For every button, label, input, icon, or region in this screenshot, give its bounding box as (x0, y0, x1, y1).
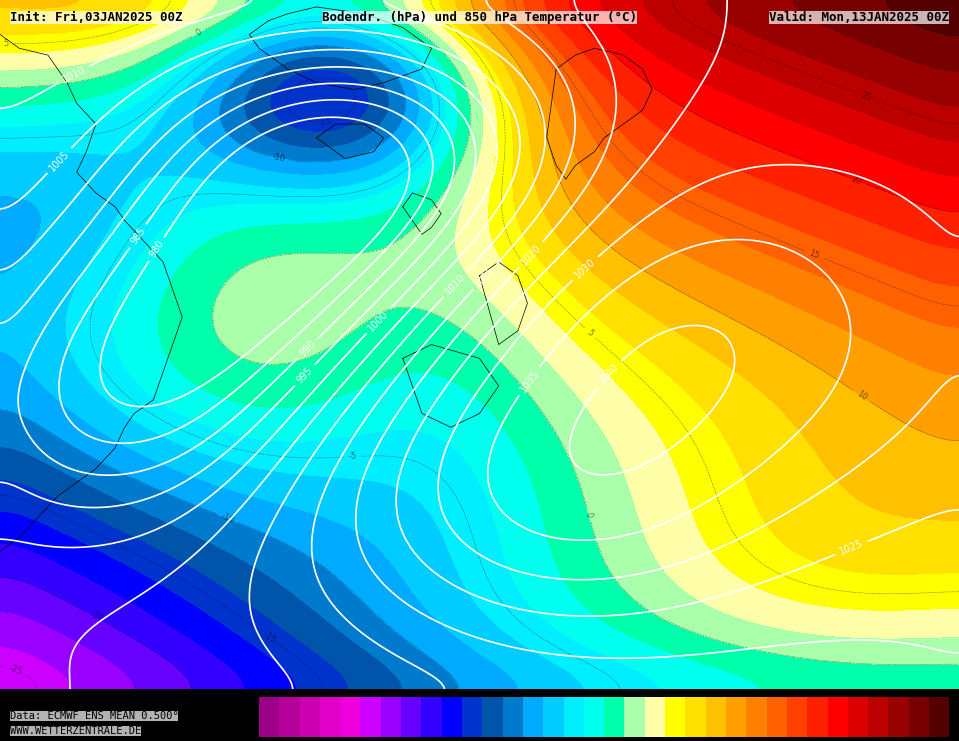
Bar (787, 697, 807, 737)
Bar (401, 697, 421, 737)
Bar (584, 697, 604, 737)
Text: 30: 30 (904, 16, 918, 29)
Text: 0: 0 (195, 27, 203, 38)
Text: -10: -10 (271, 153, 287, 165)
Bar (848, 697, 868, 737)
Bar (462, 697, 482, 737)
Text: Valid: Mon,13JAN2025 00Z: Valid: Mon,13JAN2025 00Z (769, 11, 949, 24)
Bar (279, 697, 299, 737)
Bar (828, 697, 848, 737)
Text: 1030: 1030 (573, 256, 597, 280)
Text: 1000: 1000 (366, 309, 390, 333)
Bar (564, 697, 584, 737)
Bar (299, 697, 320, 737)
Bar (543, 697, 564, 737)
Text: 995: 995 (294, 365, 315, 385)
Text: 5: 5 (4, 39, 9, 48)
Text: WWW.WETTERZENTRALE.DE: WWW.WETTERZENTRALE.DE (10, 726, 141, 736)
Text: 1035: 1035 (518, 368, 541, 393)
Text: -15: -15 (261, 630, 277, 645)
Bar (604, 697, 624, 737)
Bar (259, 697, 279, 737)
Bar (666, 697, 686, 737)
Bar (421, 697, 442, 737)
Text: 10: 10 (854, 389, 868, 402)
Text: 25: 25 (859, 90, 873, 102)
Bar (726, 697, 746, 737)
Bar (381, 697, 401, 737)
Text: 1010: 1010 (443, 272, 467, 296)
Text: 1025: 1025 (838, 539, 865, 557)
Text: Data: ECMWF ENS MEAN 0.500°: Data: ECMWF ENS MEAN 0.500° (10, 711, 178, 721)
Bar (340, 697, 361, 737)
Bar (361, 697, 381, 737)
Text: -25: -25 (8, 663, 24, 677)
Bar (503, 697, 523, 737)
Text: 1015: 1015 (473, 265, 497, 289)
Text: 0: 0 (584, 511, 594, 519)
Text: 1005: 1005 (47, 148, 72, 173)
Bar (320, 697, 340, 737)
Text: 1020: 1020 (519, 242, 543, 267)
Text: 15: 15 (807, 248, 821, 261)
Text: 1010: 1010 (60, 64, 87, 84)
Text: 1040: 1040 (597, 361, 621, 386)
Text: 980: 980 (148, 239, 166, 259)
Bar (929, 697, 949, 737)
Text: 990: 990 (297, 339, 317, 359)
Bar (482, 697, 503, 737)
Bar (746, 697, 766, 737)
Bar (624, 697, 644, 737)
Text: -15: -15 (318, 116, 332, 127)
Text: Bodendr. (hPa) und 850 hPa Temperatur (°C): Bodendr. (hPa) und 850 hPa Temperatur (°… (322, 11, 637, 24)
Bar (868, 697, 888, 737)
Text: 5: 5 (585, 328, 596, 338)
Text: Init: Fri,03JAN2025 00Z: Init: Fri,03JAN2025 00Z (10, 11, 182, 24)
Bar (644, 697, 666, 737)
Bar (442, 697, 462, 737)
Bar (888, 697, 909, 737)
Bar (909, 697, 929, 737)
Text: -10: -10 (220, 511, 236, 525)
Bar (523, 697, 543, 737)
Bar (706, 697, 726, 737)
Text: 985: 985 (129, 225, 148, 247)
Bar (807, 697, 828, 737)
Bar (766, 697, 787, 737)
Bar (686, 697, 706, 737)
Text: -20: -20 (88, 610, 105, 625)
Text: -5: -5 (348, 452, 357, 462)
Text: 20: 20 (850, 174, 863, 186)
